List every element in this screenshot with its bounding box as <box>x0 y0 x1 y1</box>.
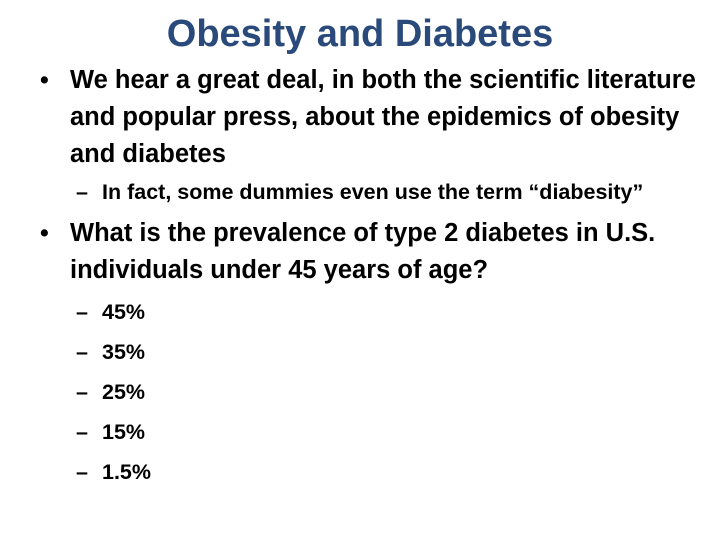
slide-body: • We hear a great deal, in both the scie… <box>36 62 696 487</box>
dash-icon: – <box>76 180 88 204</box>
option-2-text: 35% <box>102 340 146 364</box>
option-3: – 25% <box>36 377 696 407</box>
bullet-1-text: We hear a great deal, in both the scient… <box>70 66 696 168</box>
sub-bullet-1-text: In fact, some dummies even use the term … <box>102 180 644 204</box>
bullet-dot-icon: • <box>40 219 49 247</box>
option-4-text: 15% <box>102 420 146 444</box>
option-4: – 15% <box>36 417 696 447</box>
dash-icon: – <box>76 460 88 484</box>
slide-title: Obesity and Diabetes <box>166 13 554 55</box>
dash-icon: – <box>76 300 88 324</box>
bullet-2-text: What is the prevalence of type 2 diabete… <box>70 219 656 284</box>
bullet-1: • We hear a great deal, in both the scie… <box>36 62 696 173</box>
option-1-text: 45% <box>102 300 146 324</box>
bullet-dot-icon: • <box>40 66 49 94</box>
dash-icon: – <box>76 380 88 404</box>
bullet-2: • What is the prevalence of type 2 diabe… <box>36 215 696 289</box>
option-1: – 45% <box>36 297 696 327</box>
dash-icon: – <box>76 340 88 364</box>
option-5: – 1.5% <box>36 457 696 487</box>
sub-bullet-1: – In fact, some dummies even use the ter… <box>36 177 696 207</box>
dash-icon: – <box>76 420 88 444</box>
option-5-text: 1.5% <box>102 460 152 484</box>
option-3-text: 25% <box>102 380 146 404</box>
option-2: – 35% <box>36 337 696 367</box>
